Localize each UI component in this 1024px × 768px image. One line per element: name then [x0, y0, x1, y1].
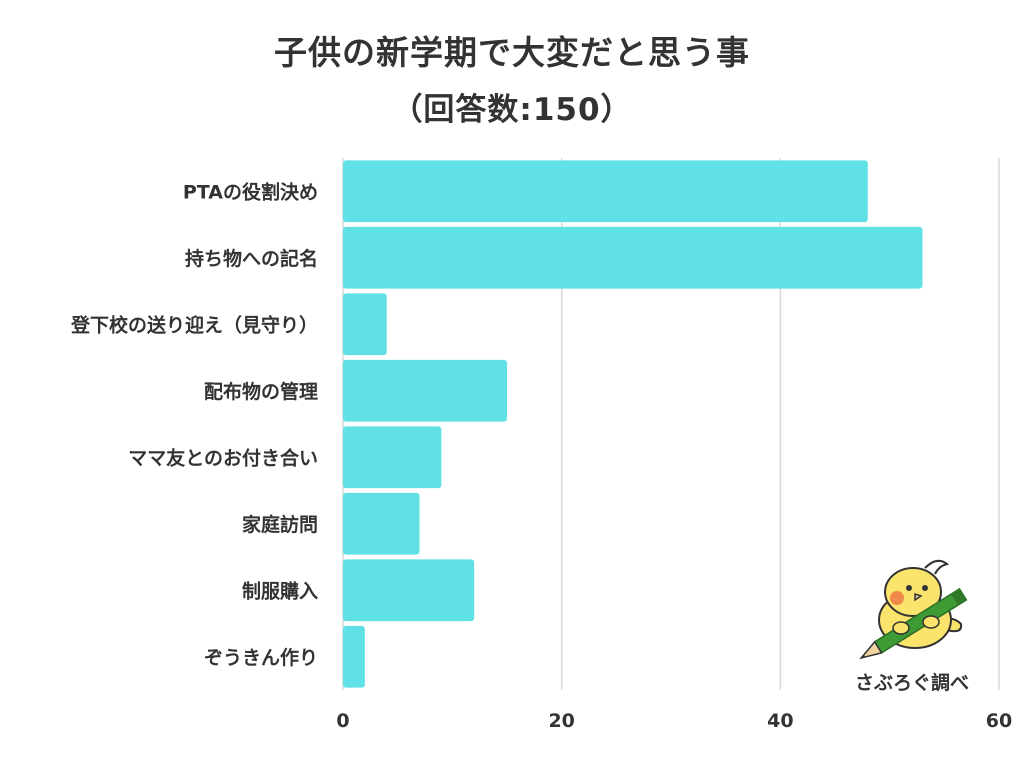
category-label: 制服購入	[242, 579, 318, 602]
category-label: 配布物の管理	[204, 380, 318, 403]
category-label: 家庭訪問	[242, 513, 318, 536]
bird-with-pencil-icon	[859, 559, 968, 660]
credit-text: さぶろぐ調べ	[854, 672, 969, 694]
bar	[343, 559, 475, 622]
x-tick-label: 60	[986, 710, 1012, 732]
category-label: 持ち物への記名	[185, 247, 318, 270]
x-tick-labels: 0 20 40 60	[336, 710, 1012, 732]
x-tick-label: 0	[336, 710, 349, 732]
bar	[343, 625, 365, 688]
category-label: 登下校の送り迎え（見守り）	[70, 313, 318, 336]
category-label: ぞうきん作り	[204, 646, 318, 669]
bar	[343, 426, 442, 489]
bar	[343, 160, 868, 223]
x-tick-label: 40	[767, 710, 793, 732]
category-label: ママ友とのお付き合い	[128, 446, 318, 469]
x-tick-label: 20	[548, 710, 574, 732]
bar	[343, 293, 387, 356]
chart-subtitle: （回答数:150）	[391, 92, 633, 128]
bar	[343, 359, 507, 422]
bar	[343, 226, 923, 289]
chart-title: 子供の新学期で大変だと思う事	[274, 33, 750, 72]
bar	[343, 492, 420, 555]
category-label: PTAの役割決め	[183, 180, 318, 203]
bars	[343, 160, 923, 688]
